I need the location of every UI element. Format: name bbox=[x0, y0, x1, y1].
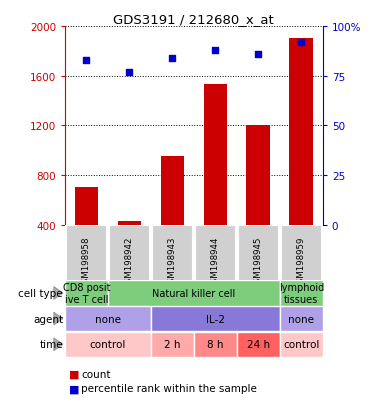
Bar bbox=[194, 332, 237, 357]
Bar bbox=[280, 332, 323, 357]
Bar bbox=[66, 226, 107, 299]
Title: GDS3191 / 212680_x_at: GDS3191 / 212680_x_at bbox=[114, 13, 274, 26]
Bar bbox=[280, 226, 322, 299]
Bar bbox=[75, 188, 98, 225]
Text: 8 h: 8 h bbox=[207, 339, 224, 349]
Bar bbox=[65, 306, 151, 331]
Text: GSM198959: GSM198959 bbox=[297, 236, 306, 288]
Polygon shape bbox=[54, 338, 63, 351]
Point bbox=[212, 47, 218, 54]
Point bbox=[298, 39, 304, 46]
Text: time: time bbox=[39, 339, 63, 349]
Bar bbox=[204, 85, 227, 225]
Text: 2 h: 2 h bbox=[164, 339, 181, 349]
Polygon shape bbox=[54, 287, 63, 300]
Bar bbox=[246, 126, 270, 225]
Text: cell type: cell type bbox=[19, 288, 63, 298]
Bar bbox=[151, 332, 194, 357]
Bar bbox=[151, 306, 280, 331]
Bar bbox=[238, 226, 279, 299]
Bar bbox=[195, 226, 236, 299]
Bar bbox=[161, 157, 184, 225]
Bar bbox=[289, 39, 313, 225]
Text: control: control bbox=[283, 339, 319, 349]
Bar bbox=[109, 226, 150, 299]
Point bbox=[127, 69, 132, 76]
Bar bbox=[108, 281, 280, 306]
Bar bbox=[65, 281, 108, 306]
Text: count: count bbox=[81, 369, 111, 379]
Text: GSM198942: GSM198942 bbox=[125, 236, 134, 288]
Text: CD8 posit
ive T cell: CD8 posit ive T cell bbox=[63, 282, 110, 304]
Text: ■: ■ bbox=[69, 383, 79, 393]
Text: IL-2: IL-2 bbox=[206, 314, 225, 324]
Point bbox=[170, 55, 175, 62]
Bar bbox=[280, 306, 323, 331]
Point bbox=[255, 51, 261, 58]
Text: control: control bbox=[90, 339, 126, 349]
Text: Natural killer cell: Natural killer cell bbox=[152, 288, 236, 298]
Text: 24 h: 24 h bbox=[247, 339, 270, 349]
Bar bbox=[237, 332, 280, 357]
Text: none: none bbox=[95, 314, 121, 324]
Text: lymphoid
tissues: lymphoid tissues bbox=[279, 282, 324, 304]
Text: GSM198943: GSM198943 bbox=[168, 236, 177, 288]
Text: GSM198945: GSM198945 bbox=[254, 236, 263, 288]
Bar bbox=[118, 221, 141, 225]
Text: GSM198944: GSM198944 bbox=[211, 236, 220, 288]
Text: percentile rank within the sample: percentile rank within the sample bbox=[81, 383, 257, 393]
Text: agent: agent bbox=[33, 314, 63, 324]
Bar bbox=[152, 226, 193, 299]
Text: none: none bbox=[288, 314, 314, 324]
Point bbox=[83, 57, 89, 64]
Polygon shape bbox=[54, 312, 63, 325]
Bar bbox=[280, 281, 323, 306]
Text: ■: ■ bbox=[69, 369, 79, 379]
Text: GSM198958: GSM198958 bbox=[82, 236, 91, 288]
Bar bbox=[65, 332, 151, 357]
